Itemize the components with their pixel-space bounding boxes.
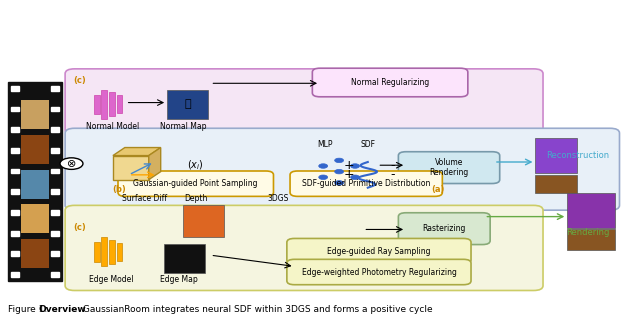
Bar [11,169,19,173]
Bar [51,127,59,132]
Text: Overview: Overview [38,305,86,314]
Text: Edge Model: Edge Model [89,275,133,284]
Bar [51,169,59,173]
Circle shape [351,164,360,168]
FancyBboxPatch shape [65,69,543,135]
Bar [51,86,59,91]
Text: +: + [344,159,354,172]
Bar [101,237,107,266]
FancyBboxPatch shape [118,171,273,196]
FancyBboxPatch shape [536,138,577,173]
Bar [94,242,100,261]
FancyBboxPatch shape [567,192,615,228]
Text: MLP: MLP [317,140,333,149]
Bar [116,243,122,261]
Text: ⊗: ⊗ [67,159,76,168]
Circle shape [335,158,344,163]
Bar [11,127,19,132]
FancyBboxPatch shape [290,171,442,196]
Bar [20,135,49,164]
Text: Normal Map: Normal Map [160,122,206,131]
Text: Gaussian-guided Point Sampling: Gaussian-guided Point Sampling [134,179,258,188]
Circle shape [335,181,344,185]
Bar [51,148,59,153]
Bar [51,251,59,256]
Text: (b): (b) [113,185,126,194]
Text: Edge Map: Edge Map [159,275,197,284]
FancyBboxPatch shape [65,205,543,291]
Bar [20,239,49,268]
Text: -: - [390,159,395,172]
Text: Reconstruction: Reconstruction [547,151,610,160]
FancyBboxPatch shape [65,128,620,210]
Text: GaussianRoom integrates neural SDF within 3DGS and forms a positive cycle: GaussianRoom integrates neural SDF withi… [80,305,433,314]
Bar [11,272,19,277]
Bar [11,210,19,215]
FancyBboxPatch shape [8,82,62,281]
Bar [51,210,59,215]
FancyBboxPatch shape [312,68,468,97]
Text: Normal Model: Normal Model [86,122,140,131]
Bar [51,107,59,111]
Circle shape [60,158,83,169]
Text: Normal Regularizing: Normal Regularizing [351,78,429,87]
Text: 3DGS: 3DGS [268,194,289,203]
Bar [20,204,49,233]
FancyBboxPatch shape [287,238,471,264]
FancyBboxPatch shape [398,152,500,183]
Text: Volume
Rendering: Volume Rendering [429,158,468,177]
Text: Figure 1:: Figure 1: [8,305,50,314]
Bar [183,205,225,237]
Bar [51,231,59,236]
Text: SDF: SDF [360,140,375,149]
Text: (c): (c) [73,75,86,85]
FancyBboxPatch shape [567,229,615,250]
Text: $(x_i)$: $(x_i)$ [188,158,204,172]
FancyBboxPatch shape [287,259,471,285]
Bar [11,189,19,194]
Text: Edge-weighted Photometry Regularizing: Edge-weighted Photometry Regularizing [301,268,456,276]
Bar [164,244,205,273]
Bar [51,272,59,277]
Text: Rasterizing: Rasterizing [422,224,466,233]
Bar [113,156,148,180]
Text: (a): (a) [431,185,445,194]
Circle shape [335,169,344,174]
Bar [109,240,115,264]
Circle shape [319,175,328,179]
Text: Edge-guided Ray Sampling: Edge-guided Ray Sampling [327,247,431,256]
Circle shape [351,175,360,179]
Text: SDF-guided Primitive Distribution: SDF-guided Primitive Distribution [302,179,430,188]
Text: 🏠: 🏠 [184,99,191,109]
Bar [11,251,19,256]
Polygon shape [148,147,161,180]
Bar [94,95,100,114]
Bar [109,92,115,116]
Bar [20,100,49,129]
Text: Surface Diff: Surface Diff [122,194,167,203]
FancyBboxPatch shape [398,213,490,245]
Bar [167,90,209,119]
Polygon shape [113,147,161,156]
FancyBboxPatch shape [536,175,577,192]
Circle shape [319,164,328,168]
Text: (c): (c) [73,223,86,232]
Text: -: - [390,168,395,181]
Bar [11,148,19,153]
Bar [11,107,19,111]
Bar [20,170,49,199]
Bar [101,90,107,119]
Text: Rendering: Rendering [566,228,609,237]
Bar [116,95,122,113]
Bar [11,86,19,91]
Bar [11,231,19,236]
Bar [51,189,59,194]
Text: +: + [344,168,354,181]
Text: Depth: Depth [184,194,207,203]
